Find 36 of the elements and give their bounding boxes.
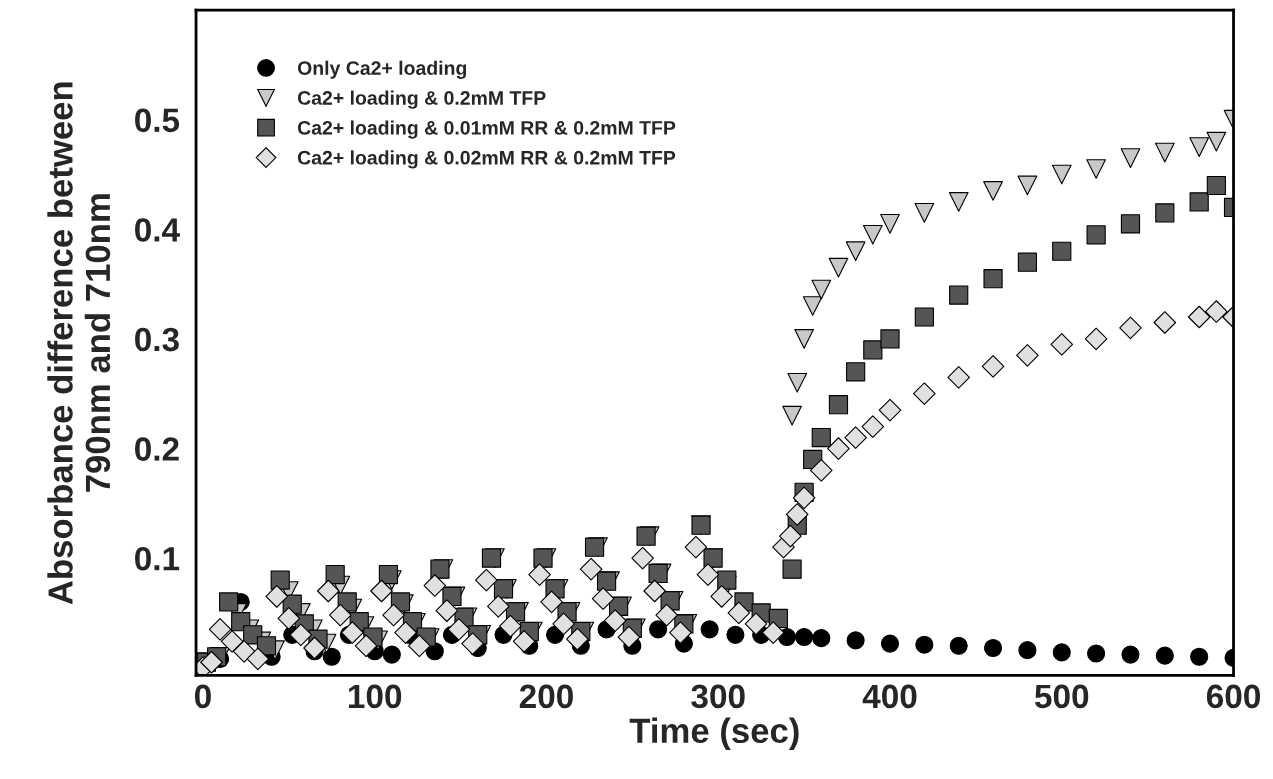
x-tick-label: 600 bbox=[1206, 684, 1260, 709]
x-tick-label: 500 bbox=[1034, 684, 1089, 709]
y-tick-label: 0.5 bbox=[135, 108, 180, 133]
x-tick-label: 100 bbox=[348, 684, 402, 709]
point bbox=[1190, 647, 1209, 666]
x-axis-title: Time (sec) bbox=[629, 717, 799, 750]
point bbox=[649, 620, 668, 639]
y-tick-label: 0.1 bbox=[135, 546, 180, 571]
point bbox=[322, 647, 341, 666]
point bbox=[1155, 646, 1174, 665]
point bbox=[949, 636, 968, 655]
point bbox=[812, 629, 831, 648]
x-tick-label: 0 bbox=[194, 684, 211, 709]
point bbox=[915, 635, 934, 654]
y-tick-label: 0.2 bbox=[135, 437, 179, 461]
point bbox=[880, 634, 900, 653]
point bbox=[700, 620, 719, 639]
point bbox=[382, 645, 401, 664]
point bbox=[1052, 643, 1071, 662]
point bbox=[1121, 645, 1140, 664]
legend-label: Ca2+ loading & 0.01mM RR & 0.2mM TFP bbox=[297, 120, 676, 139]
legend-label: Ca2+ loading & 0.02mM RR & 0.2mM TFP bbox=[297, 150, 676, 169]
point bbox=[983, 638, 1003, 658]
legend-label: Ca2+ loading & 0.2mM TFP bbox=[297, 90, 546, 109]
x-tick-label: 300 bbox=[691, 684, 745, 709]
legend-label: Only Ca2+ loading bbox=[297, 60, 467, 79]
y-tick-label: 0.3 bbox=[135, 327, 179, 352]
point bbox=[1087, 644, 1106, 663]
y-axis-title: Absorbance difference between 790nm and 710nm bbox=[47, 82, 111, 605]
x-tick-label: 400 bbox=[862, 684, 917, 709]
x-tick-label: 200 bbox=[519, 684, 573, 709]
point bbox=[1018, 641, 1037, 660]
y-tick-label: 0.4 bbox=[135, 218, 180, 242]
point bbox=[726, 625, 745, 644]
point bbox=[846, 631, 865, 650]
point bbox=[795, 627, 814, 647]
